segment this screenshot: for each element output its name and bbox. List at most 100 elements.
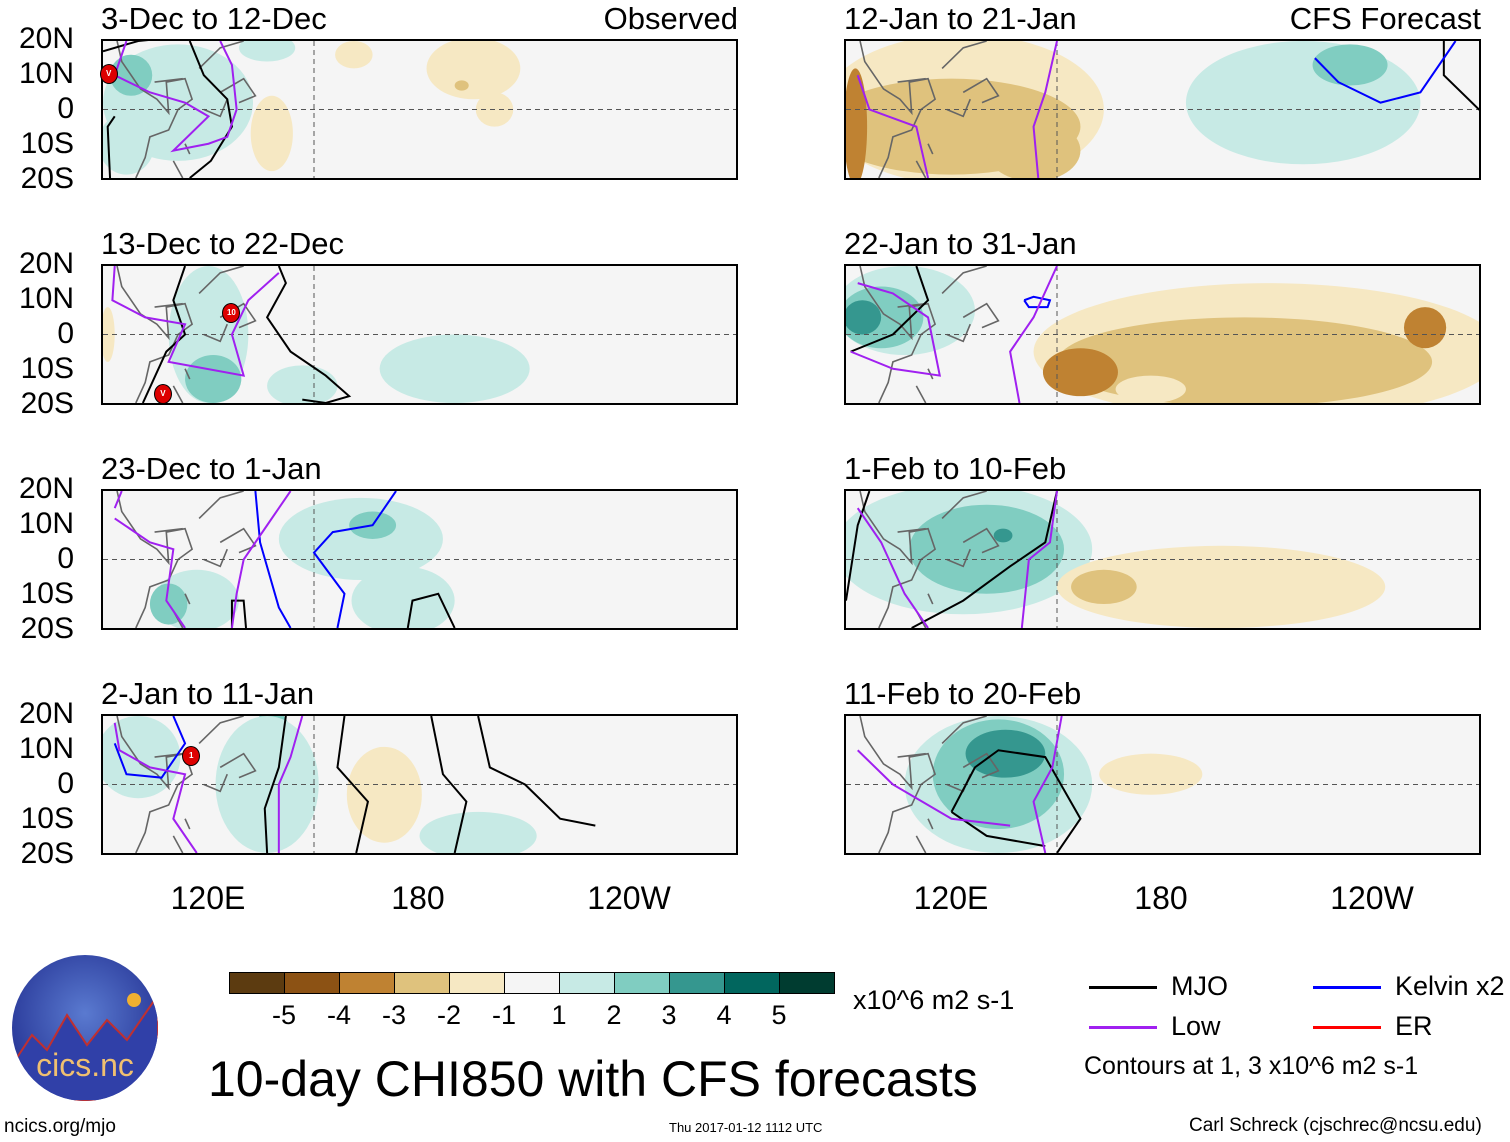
- colorbar-label: 2: [606, 1000, 622, 1030]
- colorbar-swatch: [284, 972, 340, 994]
- contour-line: [1010, 266, 1057, 403]
- panel-title: 2-Jan to 11-Jan: [101, 676, 315, 711]
- colorbar-label: 4: [716, 1000, 732, 1030]
- y-tick-label: 0: [57, 92, 74, 125]
- contour-line: [408, 594, 455, 628]
- anomaly-region: [103, 307, 115, 362]
- anomaly-region: [426, 41, 521, 100]
- logo-text: cics.nc: [36, 1047, 134, 1083]
- anomaly-region: [238, 41, 296, 62]
- colorbar-swatch: [449, 972, 505, 994]
- y-tick-label: 20N: [18, 22, 74, 55]
- map-panel: V: [99, 39, 738, 180]
- legend-line: [1313, 986, 1381, 989]
- contour-line: [112, 266, 278, 376]
- anomaly-region: [185, 355, 242, 403]
- map-panel: 10 V: [101, 264, 738, 405]
- contour-line: [115, 716, 185, 778]
- anomaly-region: [965, 729, 1046, 778]
- contour-line: [115, 491, 122, 508]
- map-panel: [844, 489, 1481, 630]
- panel-title: 12-Jan to 21-Jan: [844, 1, 1077, 36]
- colorbar-swatch: [504, 972, 560, 994]
- footer-url[interactable]: ncics.org/mjo: [4, 1116, 116, 1137]
- y-tick-label: 0: [57, 542, 74, 575]
- cics-logo: cics.nc: [12, 955, 158, 1101]
- y-tick-label: 0: [57, 767, 74, 800]
- footer-author: Carl Schreck (cjschrec@ncsu.edu): [1189, 1115, 1482, 1136]
- cyclone-marker: 10: [222, 302, 241, 323]
- contour-line: [1022, 491, 1057, 628]
- contour-line: [1034, 716, 1062, 853]
- colorbar-swatch: [724, 972, 780, 994]
- y-tick-label: 20S: [20, 837, 74, 870]
- anomaly-region: [1312, 44, 1388, 86]
- contour-line: [143, 266, 185, 403]
- panel-group-label: Observed: [603, 1, 738, 36]
- x-tick-label: 120W: [587, 880, 671, 916]
- x-tick-label: 180: [1134, 880, 1188, 916]
- contour-line: [108, 116, 115, 178]
- map-panel: [844, 714, 1481, 855]
- contour-line: [1444, 41, 1479, 127]
- legend-label: Low: [1171, 1011, 1221, 1041]
- contour-note: Contours at 1, 3 x10^6 m2 s-1: [1084, 1052, 1419, 1080]
- map-panel: [844, 264, 1481, 405]
- map-panel: [101, 489, 738, 630]
- y-tick-label: 10S: [20, 352, 74, 385]
- x-tick-label: 180: [391, 880, 445, 916]
- anomaly-region: [1403, 307, 1447, 349]
- colorbar-label: 5: [771, 1000, 787, 1030]
- y-tick-label: 20S: [20, 387, 74, 420]
- contour-line: [267, 266, 349, 403]
- contour-line: [478, 716, 595, 826]
- contour-line: [431, 716, 466, 853]
- anomaly-region: [419, 811, 537, 853]
- cyclone-marker: V: [153, 383, 172, 404]
- colorbar-label: -3: [381, 1000, 406, 1030]
- colorbar-label: -1: [491, 1000, 516, 1030]
- anomaly-region: [454, 80, 469, 91]
- colorbar-label: 3: [661, 1000, 677, 1030]
- panel-group-label: CFS Forecast: [1289, 1, 1481, 36]
- contour-line: [1034, 41, 1057, 178]
- anomaly-region: [846, 68, 868, 178]
- contour-line: [115, 518, 185, 628]
- colorbar-label: -4: [326, 1000, 351, 1030]
- y-tick-label: 10N: [18, 732, 74, 765]
- panel-title: 13-Dec to 22-Dec: [101, 226, 344, 261]
- y-tick-label: 10N: [18, 282, 74, 315]
- contour-line: [846, 491, 869, 601]
- contour-line: [115, 723, 197, 853]
- cyclone-marker: 1: [182, 745, 201, 766]
- anomaly-region: [1042, 348, 1118, 397]
- anomaly-region: [846, 300, 882, 335]
- y-tick-label: 10S: [20, 127, 74, 160]
- anomaly-region: [250, 95, 293, 172]
- contour-line: [1315, 41, 1456, 103]
- contour-line: [1024, 297, 1050, 307]
- contour-line: [912, 491, 1057, 628]
- anomaly-region: [1099, 753, 1203, 795]
- contour-line: [858, 508, 928, 628]
- x-tick-label: 120E: [170, 880, 246, 916]
- colorbar-swatch: [559, 972, 615, 994]
- colorbar-label: 1: [551, 1000, 567, 1030]
- contour-line: [190, 41, 232, 178]
- coastline: [117, 41, 255, 178]
- panel-title: 23-Dec to 1-Jan: [101, 451, 322, 486]
- contour-line: [851, 266, 928, 352]
- panel-title: 3-Dec to 12-Dec: [101, 1, 327, 36]
- y-tick-label: 0: [57, 317, 74, 350]
- mountains-icon: [12, 993, 158, 1101]
- contour-line: [337, 716, 367, 853]
- y-tick-label: 10S: [20, 802, 74, 835]
- anomaly-region: [346, 746, 422, 843]
- panel-title: 1-Feb to 10-Feb: [844, 451, 1067, 486]
- y-tick-label: 20N: [18, 472, 74, 505]
- legend-line: [1089, 986, 1157, 989]
- coastline: [117, 266, 255, 403]
- panel-title: 22-Jan to 31-Jan: [844, 226, 1077, 261]
- contour-line: [232, 491, 291, 628]
- anomaly-region: [103, 112, 155, 175]
